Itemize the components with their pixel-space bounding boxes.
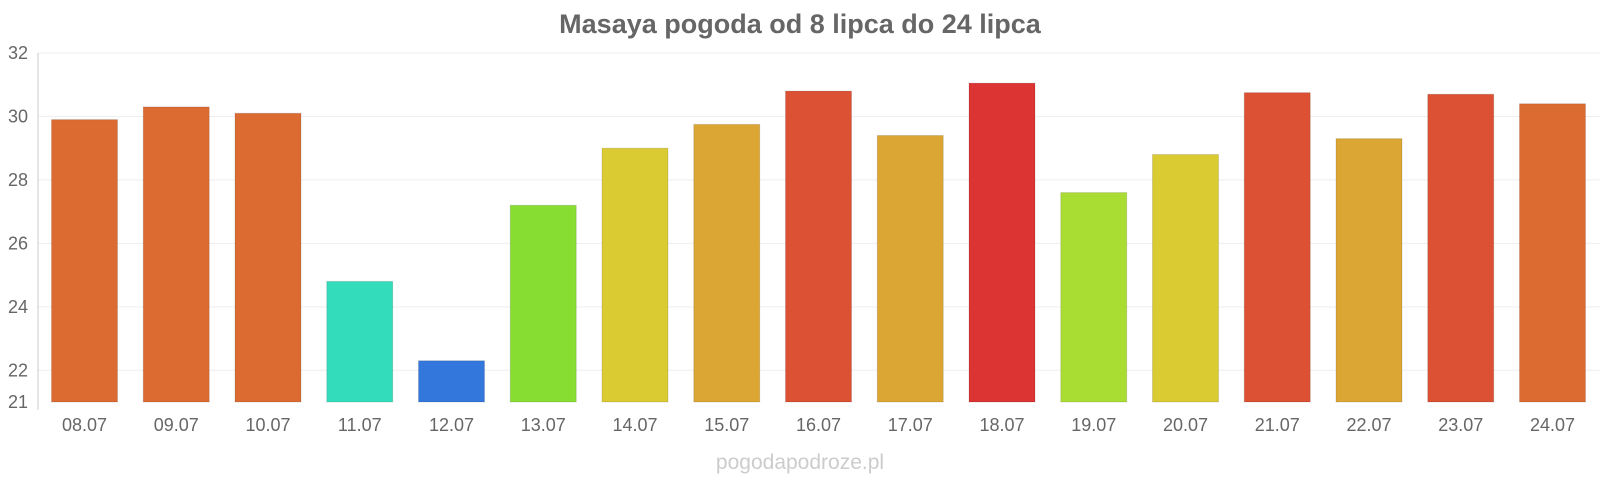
bar-14-07 (601, 147, 669, 403)
x-tick-label: 21.07 (1255, 415, 1300, 435)
watermark: pogodapodroze.pl (715, 451, 885, 474)
bar-10-07 (234, 112, 302, 403)
bar-17-07 (876, 134, 944, 403)
bar-22-07 (1335, 138, 1403, 403)
x-tick-label: 12.07 (429, 415, 474, 435)
y-tick-label: 21 (8, 392, 28, 412)
bar-20-07 (1152, 154, 1219, 403)
y-tick-label: 32 (8, 43, 28, 63)
x-tick-label: 20.07 (1163, 415, 1208, 435)
bar-12-07 (418, 360, 485, 403)
bar-08-07 (51, 119, 118, 403)
x-tick-label: 18.07 (979, 415, 1024, 435)
bar-16-07 (785, 90, 852, 403)
x-tick-label: 23.07 (1438, 415, 1483, 435)
x-tick-label: 11.07 (338, 415, 382, 435)
bar-18-07 (968, 82, 1036, 403)
x-tick-label: 22.07 (1346, 415, 1391, 435)
y-tick-label: 30 (8, 106, 28, 126)
x-tick-label: 13.07 (521, 415, 566, 435)
x-tick-label: 17.07 (888, 415, 933, 435)
chart-title: Masaya pogoda od 8 lipca do 24 lipca (559, 9, 1041, 39)
x-tick-label: 08.07 (62, 415, 107, 435)
axes: 21 22 24 26 28 30 32 08.07 09.07 10.07 11.07 12.07 1… (8, 43, 1575, 435)
y-tick-label: 26 (8, 233, 28, 253)
x-tick-label: 16.07 (796, 415, 841, 435)
bar-15-07 (693, 123, 761, 403)
y-tick-label: 22 (8, 360, 28, 380)
bar-23-07 (1427, 93, 1495, 403)
bar-19-07 (1060, 192, 1128, 403)
bars (51, 82, 1586, 403)
x-tick-label: 14.07 (612, 415, 657, 435)
x-tick-label: 15.07 (704, 415, 749, 435)
x-tick-label: 10.07 (245, 415, 290, 435)
bar-13-07 (509, 204, 577, 403)
x-tick-label: 09.07 (154, 415, 199, 435)
bar-21-07 (1243, 92, 1311, 403)
bar-11-07 (326, 280, 394, 403)
bar-24-07 (1519, 103, 1586, 403)
x-tick-label: 24.07 (1530, 415, 1575, 435)
x-tick-label: 19.07 (1071, 415, 1116, 435)
y-tick-label: 24 (8, 297, 28, 317)
y-tick-label: 28 (8, 170, 28, 190)
bar-09-07 (142, 106, 210, 403)
